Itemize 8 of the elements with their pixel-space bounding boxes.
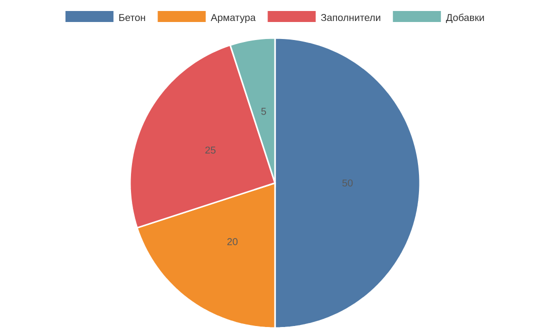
legend-label: Добавки	[446, 14, 484, 23]
data-label: 25	[205, 146, 216, 154]
legend-label: Арматура	[210, 14, 256, 24]
legend-label: Заполнители	[321, 14, 380, 22]
data-label: 20	[227, 238, 238, 246]
data-label: 50	[342, 179, 353, 187]
legend-label: Бетон	[119, 14, 146, 22]
data-label: 5	[261, 108, 266, 115]
